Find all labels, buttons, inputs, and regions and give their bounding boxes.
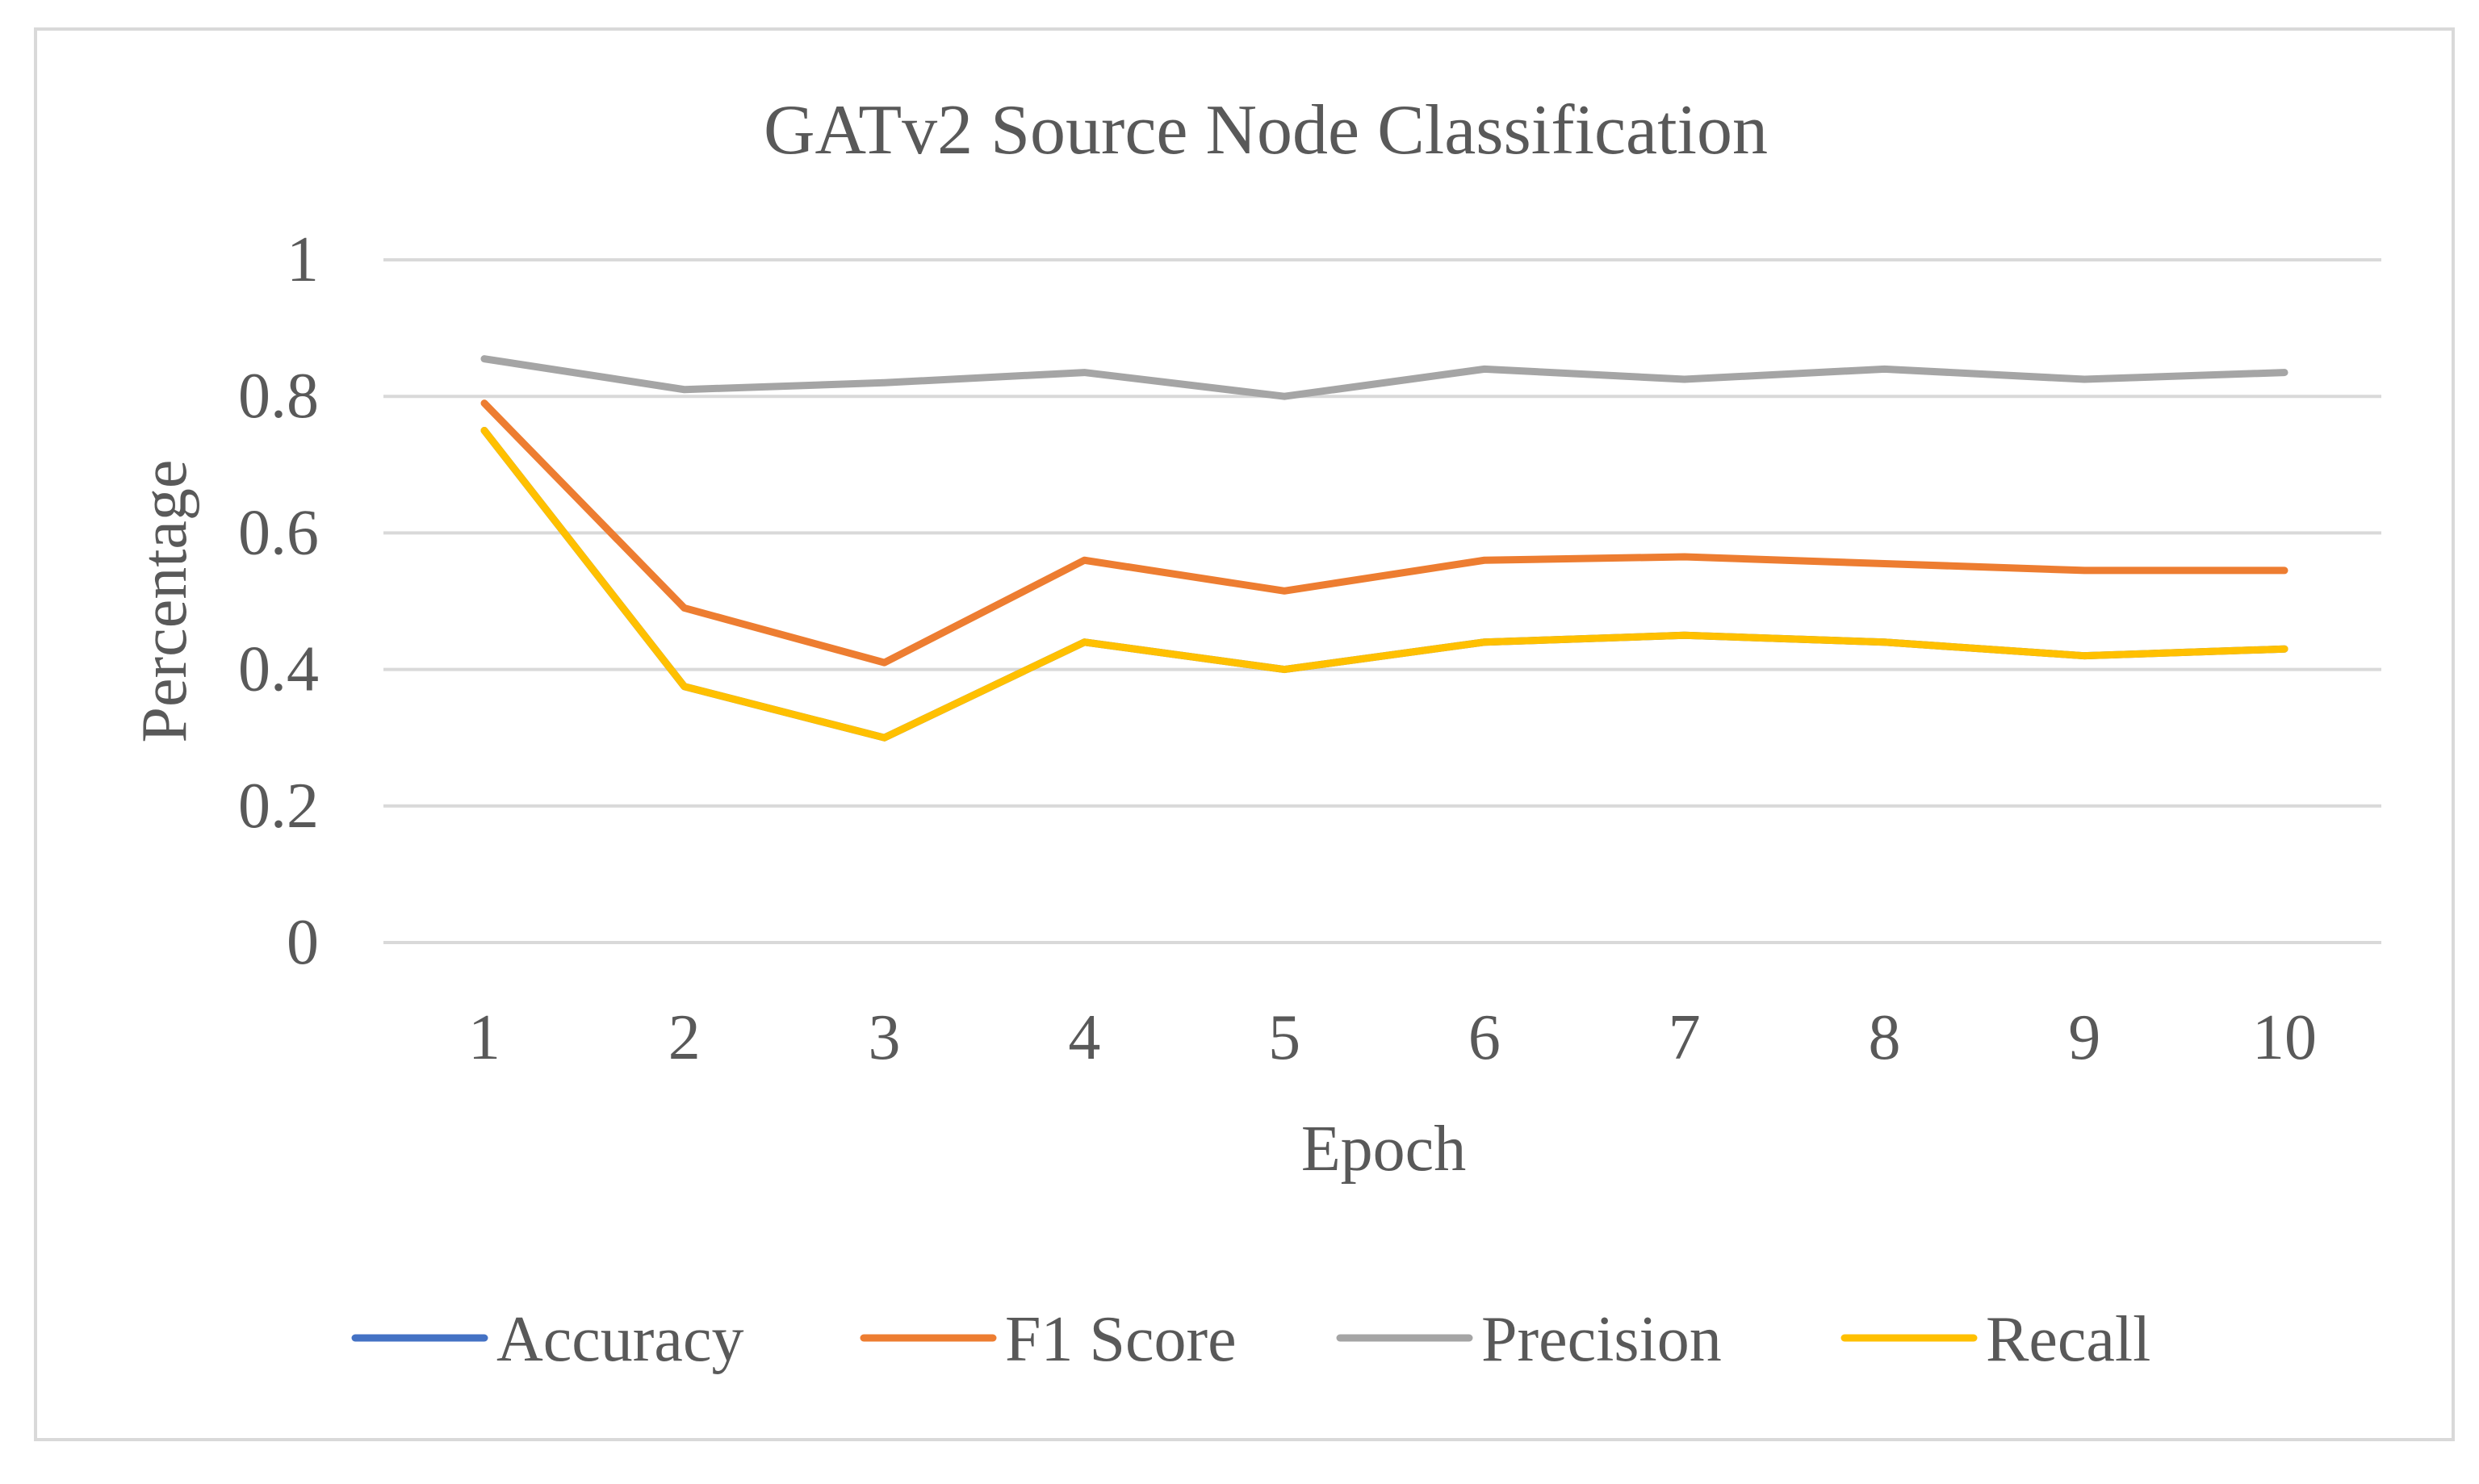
series-lines (480, 355, 2288, 742)
series-line-f1-score (480, 399, 2288, 667)
x-tick-labels: 1 2 3 4 5 6 7 8 9 10 (468, 1002, 2317, 1073)
series-line-precision (480, 355, 2288, 400)
series-line-accuracy (480, 427, 2288, 742)
y-tick-labels: 0 0.2 0.4 0.6 0.8 1 (238, 224, 319, 978)
legend-label-recall: Recall (1986, 1304, 2150, 1375)
series-line-recall (480, 427, 2288, 742)
x-tick-label: 3 (869, 1002, 901, 1073)
y-tick-label: 0 (287, 907, 319, 978)
y-tick-label: 0.4 (238, 634, 319, 705)
legend-label-precision: Precision (1481, 1304, 1722, 1375)
y-tick-label: 1 (287, 224, 319, 295)
gridlines (383, 258, 2381, 944)
chart-frame (34, 27, 2455, 1441)
x-tick-label: 2 (668, 1002, 701, 1073)
legend-label-accuracy: Accuracy (496, 1304, 743, 1375)
x-tick-label: 1 (468, 1002, 500, 1073)
chart-title: GATv2 Source Node Classification (764, 91, 1768, 169)
x-axis-title: Epoch (1301, 1114, 1466, 1185)
x-tick-label: 10 (2252, 1002, 2317, 1073)
x-tick-label: 6 (1468, 1002, 1501, 1073)
x-tick-label: 5 (1268, 1002, 1300, 1073)
y-axis-title: Percentage (129, 460, 200, 743)
legend-label-f1-score: F1 Score (1005, 1304, 1237, 1375)
x-tick-label: 9 (2068, 1002, 2100, 1073)
y-tick-label: 0.8 (238, 361, 319, 432)
legend: Accuracy F1 Score Precision Recall (351, 1304, 2150, 1375)
y-tick-label: 0.6 (238, 497, 319, 568)
x-tick-label: 8 (1868, 1002, 1900, 1073)
x-tick-label: 4 (1068, 1002, 1100, 1073)
x-tick-label: 7 (1669, 1002, 1701, 1073)
y-tick-label: 0.2 (238, 771, 319, 842)
